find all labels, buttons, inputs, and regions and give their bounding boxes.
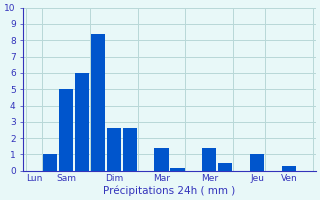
Bar	[91, 34, 105, 171]
Bar	[250, 154, 264, 171]
Bar	[202, 148, 216, 171]
Bar	[75, 73, 89, 171]
Bar	[43, 154, 58, 171]
X-axis label: Précipitations 24h ( mm ): Précipitations 24h ( mm )	[103, 185, 236, 196]
Bar	[107, 128, 121, 171]
Bar	[282, 166, 296, 171]
Bar	[218, 163, 232, 171]
Bar	[123, 128, 137, 171]
Bar	[155, 148, 169, 171]
Bar	[59, 89, 73, 171]
Bar	[170, 168, 185, 171]
